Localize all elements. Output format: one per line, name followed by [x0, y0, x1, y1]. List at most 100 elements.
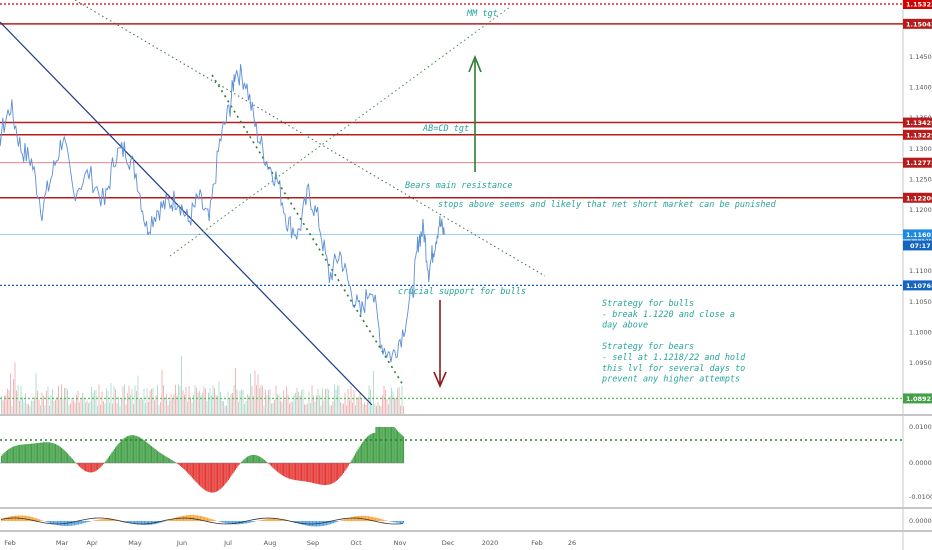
volume-bar: [23, 402, 25, 414]
sub-oscillator-bar: [341, 520, 343, 521]
sub-oscillator-bar: [29, 516, 31, 521]
sub-oscillator-bar: [201, 516, 203, 521]
sub-oscillator-bar: [325, 521, 327, 526]
price-tick-label: 1.14500: [909, 53, 932, 61]
volume-bar: [119, 405, 121, 414]
oscillator-bar: [290, 463, 292, 480]
countdown-badge: [903, 240, 932, 251]
volume-bar: [131, 389, 133, 414]
oscillator-bar: [62, 448, 64, 463]
oscillator-bar: [254, 454, 256, 463]
sub-oscillator-bar: [372, 516, 374, 521]
volume-bar: [358, 396, 359, 414]
sub-oscillator-bar: [234, 521, 236, 525]
volume-bar: [134, 385, 136, 414]
oscillator-bar: [323, 463, 325, 485]
price-tick-label: 1.11000: [909, 267, 932, 275]
volume-bar: [124, 384, 125, 414]
oscillator-bar: [213, 463, 215, 493]
time-tick-label: 26: [568, 539, 576, 547]
oscillator-bar: [227, 463, 229, 481]
oscillator-bar: [67, 453, 69, 463]
oscillator-bar: [249, 455, 251, 463]
oscillator-bar: [19, 444, 21, 463]
sub-oscillator-bar: [309, 521, 311, 527]
upper-resistance-trendline[interactable]: [74, 0, 546, 277]
countdown-label: 07:17: [910, 242, 931, 250]
oscillator-bar: [98, 463, 100, 469]
bull-target-arrow[interactable]: [468, 54, 482, 172]
oscillator-bar: [86, 463, 88, 472]
volume-bar: [2, 400, 4, 414]
oscillator-bar: [171, 460, 173, 463]
sub-oscillator-bar: [269, 518, 271, 521]
volume-bar: [280, 400, 281, 414]
strategy-note-line: Strategy for bulls: [602, 299, 694, 309]
volume-bar: [211, 395, 212, 414]
bear-target-arrow[interactable]: [433, 300, 447, 389]
oscillator-bar: [305, 463, 307, 482]
volume-bars: [1, 355, 404, 414]
volume-bar: [340, 401, 341, 414]
sub-oscillator-bar: [271, 518, 273, 521]
oscillator-bar: [179, 463, 181, 467]
oscillator-bar: [261, 458, 263, 463]
sub-oscillator-bar: [55, 521, 57, 525]
oscillator-bar: [40, 442, 42, 463]
volume-bar: [46, 390, 47, 414]
oscillator-bar: [377, 427, 379, 463]
wedge-trendline[interactable]: [211, 74, 404, 386]
volume-bar: [106, 388, 107, 414]
oscillator-bar: [151, 446, 153, 463]
sub-oscillator-bar: [173, 518, 175, 521]
oscillator-bar: [365, 437, 367, 463]
volume-bar: [253, 395, 254, 414]
oscillator-bar: [398, 431, 400, 463]
volume-bar: [77, 390, 79, 414]
sub-oscillator-bar: [320, 521, 322, 527]
volume-bar: [206, 401, 208, 414]
oscillator-bar: [341, 463, 343, 475]
sub-oscillator-bar: [381, 519, 383, 521]
oscillator-bar: [137, 436, 139, 463]
price-badge: [903, 18, 932, 29]
oscillator-bar: [297, 463, 299, 481]
volume-bar: [140, 399, 142, 414]
oscillator-bar: [397, 430, 399, 463]
sub-oscillator-bar: [268, 518, 270, 521]
volume-bar: [295, 393, 296, 414]
volume-bar: [311, 385, 313, 414]
time-tick-label: Aug: [264, 539, 277, 547]
volume-bar: [41, 392, 43, 414]
oscillator-bar: [215, 463, 217, 492]
oscillator-bar: [200, 463, 202, 487]
oscillator-bar: [255, 455, 257, 463]
sub-oscillator-bar: [34, 517, 36, 521]
oscillator-bar: [388, 427, 390, 463]
oscillator-bar: [69, 456, 71, 463]
volume-bar: [259, 388, 260, 414]
oscillator-bar: [47, 442, 49, 463]
rising-channel-trendline[interactable]: [169, 6, 511, 257]
sub-oscillator-bar: [134, 521, 136, 524]
oscillator-bar: [113, 449, 115, 463]
oscillator-bar: [343, 463, 345, 474]
volume-bar: [352, 402, 353, 414]
price-badge-label: 1.13229: [906, 131, 932, 139]
sub-oscillator-bar: [226, 521, 228, 524]
volume-bar: [4, 395, 5, 414]
oscillator-bar: [188, 463, 190, 474]
oscillator-bar: [121, 440, 123, 463]
sub-oscillator-bar: [367, 516, 369, 521]
oscillator-bar: [13, 446, 15, 463]
price-badge: [903, 280, 932, 291]
volume-bar: [368, 385, 370, 414]
price-series-line[interactable]: [0, 21, 445, 363]
oscillator-bar: [205, 463, 207, 491]
sub-oscillator-bar: [293, 521, 295, 523]
oscillator-bar: [203, 463, 205, 490]
annotation-mm-target: MM tgt: [466, 9, 498, 19]
volume-bar: [148, 401, 149, 414]
volume-bar: [37, 390, 38, 414]
